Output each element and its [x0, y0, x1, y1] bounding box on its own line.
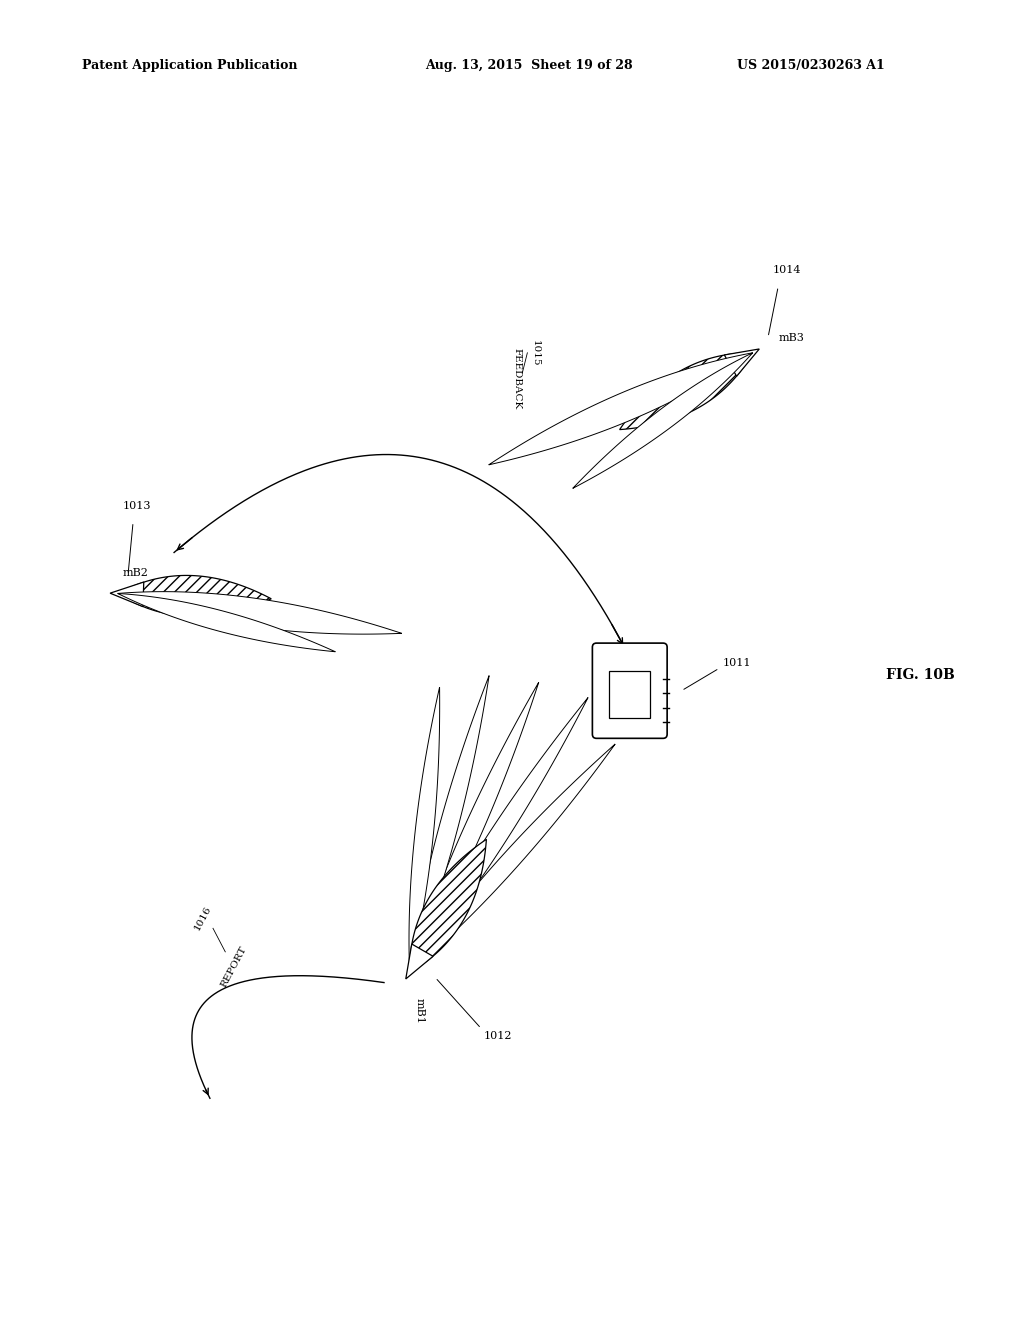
Text: mB3: mB3	[778, 333, 804, 343]
Polygon shape	[409, 688, 439, 973]
Bar	[609, 671, 650, 718]
Text: FEEDBACK: FEEDBACK	[513, 347, 521, 409]
Text: REPORT: REPORT	[219, 945, 248, 990]
Polygon shape	[572, 352, 753, 488]
Text: Aug. 13, 2015  Sheet 19 of 28: Aug. 13, 2015 Sheet 19 of 28	[425, 59, 633, 73]
Polygon shape	[410, 682, 539, 973]
Text: 1012: 1012	[483, 1031, 512, 1041]
Text: mB2: mB2	[123, 568, 148, 578]
Text: Patent Application Publication: Patent Application Publication	[82, 59, 297, 73]
Text: 1013: 1013	[123, 502, 152, 511]
Text: US 2015/0230263 A1: US 2015/0230263 A1	[737, 59, 885, 73]
Polygon shape	[724, 348, 759, 376]
Polygon shape	[406, 944, 433, 979]
Polygon shape	[410, 676, 489, 973]
Text: mB1: mB1	[415, 998, 425, 1024]
Polygon shape	[620, 352, 753, 429]
Text: 1015: 1015	[530, 339, 540, 366]
Polygon shape	[410, 697, 588, 973]
Text: 1016: 1016	[193, 904, 213, 932]
Polygon shape	[118, 576, 271, 616]
Text: FIG. 10B: FIG. 10B	[886, 668, 954, 682]
FancyBboxPatch shape	[592, 643, 668, 738]
Polygon shape	[410, 744, 615, 973]
Text: 1011: 1011	[723, 659, 751, 668]
Polygon shape	[410, 840, 486, 973]
Text: 1014: 1014	[773, 265, 802, 275]
Polygon shape	[111, 582, 143, 607]
Polygon shape	[488, 352, 753, 465]
Polygon shape	[118, 591, 401, 634]
Polygon shape	[118, 594, 336, 652]
